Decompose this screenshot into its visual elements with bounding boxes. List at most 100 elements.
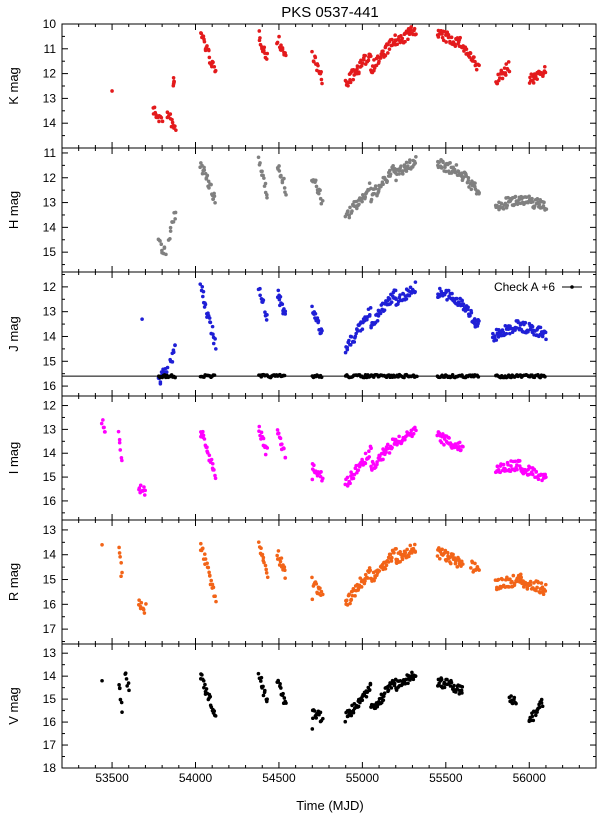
data-point <box>502 66 507 70</box>
data-point <box>370 468 374 472</box>
data-point <box>345 475 350 480</box>
legend-marker <box>570 285 574 289</box>
data-point <box>387 451 392 455</box>
y-tick-label: 13 <box>43 91 57 105</box>
data-point <box>257 29 262 33</box>
data-point <box>283 309 288 314</box>
data-point <box>397 434 401 439</box>
data-point <box>462 49 466 53</box>
data-point <box>464 47 469 51</box>
data-point <box>454 163 459 167</box>
data-point <box>204 687 209 691</box>
y-tick-label: 13 <box>43 422 57 436</box>
data-point <box>468 51 473 56</box>
data-point <box>140 317 144 321</box>
data-point <box>258 36 262 40</box>
data-point <box>372 703 376 707</box>
data-point <box>347 592 351 597</box>
data-point <box>360 698 365 702</box>
data-point <box>314 582 319 586</box>
data-point <box>477 568 481 572</box>
data-point <box>381 694 386 699</box>
data-point <box>200 673 204 677</box>
data-point <box>158 380 163 384</box>
y-tick-label: 16 <box>43 715 57 729</box>
x-tick-label: 53500 <box>95 771 129 785</box>
data-point <box>506 60 511 64</box>
data-point <box>318 586 322 590</box>
data-point <box>444 40 448 44</box>
data-point <box>211 60 215 65</box>
data-point <box>315 316 320 320</box>
data-point <box>385 179 389 184</box>
y-tick-label: 13 <box>43 646 57 660</box>
data-point <box>477 190 481 195</box>
x-tick-label: 56000 <box>513 771 547 785</box>
data-point <box>258 293 262 298</box>
data-point <box>314 716 319 720</box>
data-point <box>499 202 504 206</box>
data-point <box>203 302 208 307</box>
data-point <box>474 67 479 72</box>
data-point <box>282 176 286 181</box>
data-point <box>351 476 356 481</box>
data-point <box>500 76 505 81</box>
data-point <box>126 681 131 685</box>
y-tick-label: 14 <box>43 548 57 562</box>
data-point <box>473 322 477 326</box>
data-point <box>319 201 324 206</box>
data-point <box>495 464 500 468</box>
data-point <box>142 611 147 615</box>
data-point <box>365 317 369 322</box>
data-point <box>275 40 280 45</box>
data-point <box>213 476 218 481</box>
data-point <box>512 695 517 700</box>
series-points <box>99 418 548 497</box>
data-point <box>403 550 408 555</box>
data-point <box>466 305 470 310</box>
data-point <box>343 350 348 355</box>
data-point <box>528 583 533 587</box>
data-point <box>158 239 162 243</box>
data-point <box>280 442 284 446</box>
data-point <box>381 49 385 53</box>
data-point <box>407 554 411 559</box>
data-point <box>384 563 389 568</box>
data-point <box>408 285 413 290</box>
data-point <box>367 455 372 459</box>
data-point <box>373 186 378 191</box>
data-point <box>505 203 510 208</box>
data-point <box>173 217 177 221</box>
data-point <box>394 546 398 551</box>
data-point <box>205 445 209 450</box>
data-point <box>501 462 506 467</box>
data-point <box>500 577 505 582</box>
data-point <box>507 585 511 589</box>
data-point <box>211 341 216 346</box>
panel-frame <box>61 147 597 273</box>
data-point <box>408 543 413 548</box>
data-point <box>375 319 380 323</box>
data-point <box>496 332 500 336</box>
data-point <box>437 556 442 561</box>
data-point <box>261 173 265 178</box>
data-point <box>171 350 176 355</box>
y-axis-label: I mag <box>6 442 21 475</box>
y-axis-label: H mag <box>6 191 21 229</box>
y-axis-label: V mag <box>6 687 21 725</box>
data-point <box>265 51 270 56</box>
data-point <box>210 461 215 466</box>
data-point <box>510 579 514 584</box>
data-point <box>344 598 349 603</box>
data-point <box>538 325 543 330</box>
data-point <box>355 67 359 71</box>
data-point <box>355 64 360 68</box>
data-point <box>348 80 353 85</box>
data-point <box>436 35 441 39</box>
data-point <box>541 592 546 596</box>
data-point <box>411 677 416 682</box>
data-point <box>348 481 352 486</box>
data-point <box>414 32 418 36</box>
data-point <box>512 202 517 207</box>
data-point <box>389 686 394 690</box>
